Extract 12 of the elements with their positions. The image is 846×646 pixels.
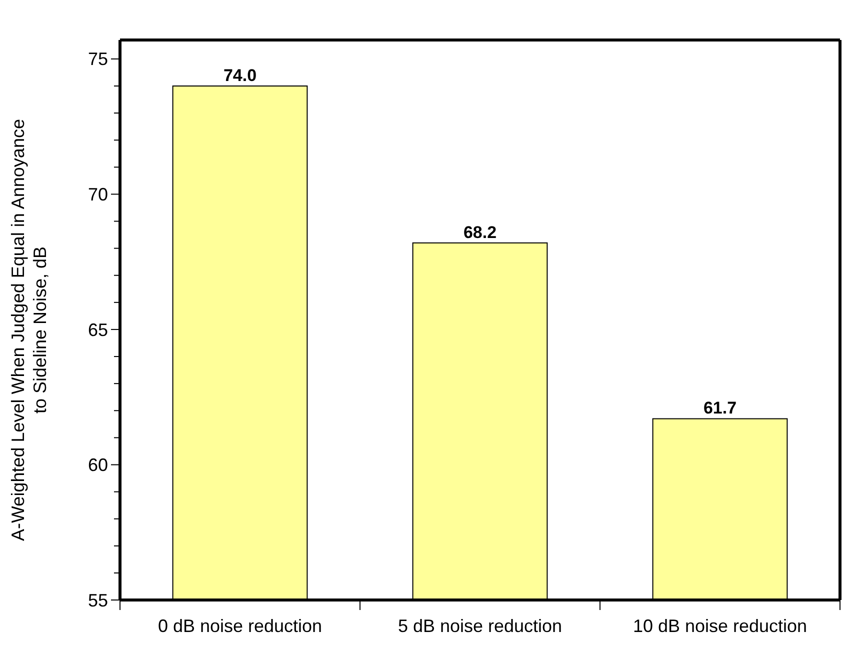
y-tick-label: 55 bbox=[88, 590, 108, 610]
data-label: 68.2 bbox=[463, 222, 497, 242]
data-label: 61.7 bbox=[703, 398, 737, 418]
x-tick-label: 0 dB noise reduction bbox=[158, 616, 322, 636]
y-tick-label: 70 bbox=[88, 184, 108, 205]
y-tick-label: 75 bbox=[88, 49, 108, 70]
data-label: 74.0 bbox=[223, 66, 257, 85]
x-tick-label: 5 dB noise reduction bbox=[398, 616, 562, 636]
y-tick-label: 65 bbox=[88, 320, 108, 340]
y-tick-label: 60 bbox=[88, 455, 108, 476]
x-tick-label: 10 dB noise reduction bbox=[632, 616, 808, 636]
y-axis-title: A-Weighted Level When Judged Equal in Annoyance to Sideline Noise, dB bbox=[8, 119, 50, 541]
